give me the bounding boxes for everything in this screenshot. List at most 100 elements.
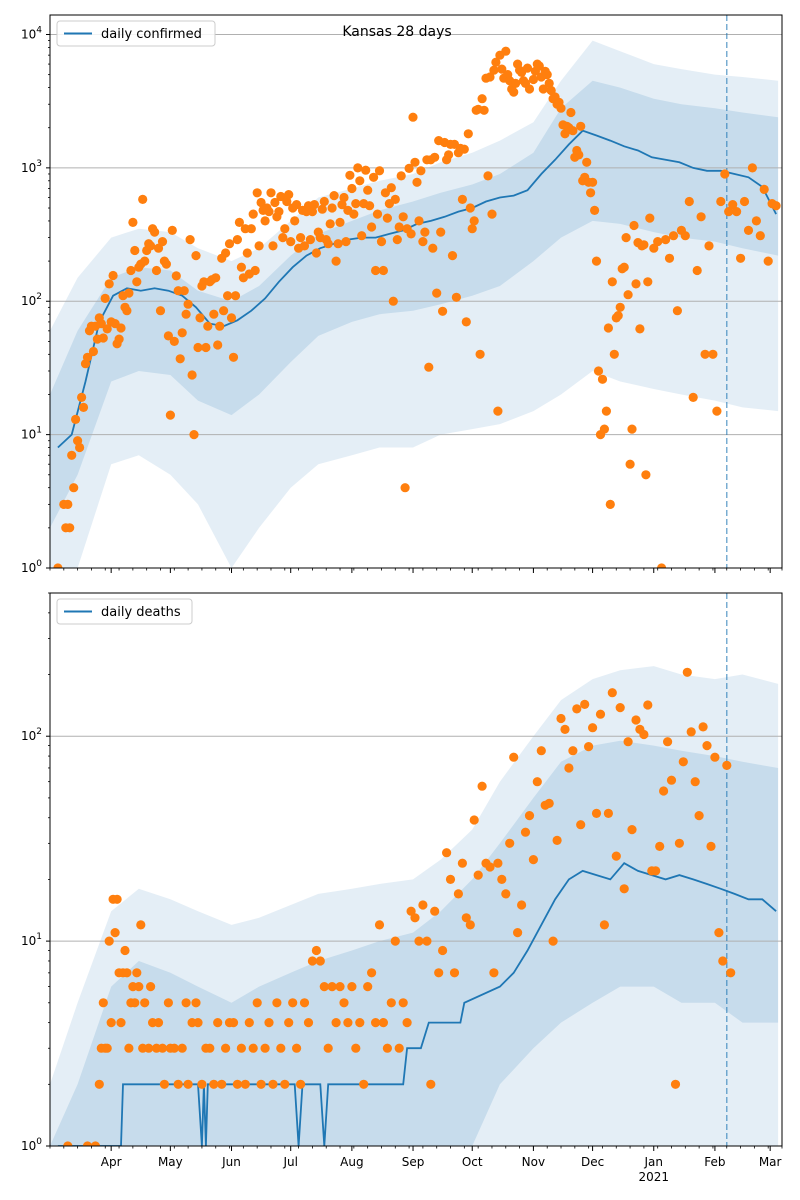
confirmed-data-point [268,241,278,251]
confirmed-data-point [593,366,604,376]
confirmed-data-point [635,324,645,334]
deaths-data-point [209,1079,219,1089]
confirmed-data-point [102,324,112,334]
confirmed-data-point [436,227,446,237]
deaths-data-point [584,742,594,752]
confirmed-data-point [668,231,679,241]
confirmed-data-point [771,201,781,211]
deaths-data-point [686,727,696,737]
deaths-data-point [489,968,499,978]
confirmed-data-point [256,197,266,208]
deaths-data-point [457,858,467,868]
confirmed-data-point [167,225,177,235]
confirmed-data-point [311,248,321,258]
confirmed-legend-label: daily confirmed [101,27,202,42]
deaths-data-point [252,998,262,1008]
deaths-data-point [90,1141,100,1146]
confirmed-data-point [763,256,773,266]
confirmed-data-point [461,317,471,327]
confirmed-data-point [657,563,667,568]
confirmed-data-point [191,251,201,261]
confirmed-data-point [209,309,219,319]
confirmed-data-point [406,229,416,239]
confirmed-data-point [177,328,187,338]
confirmed-inner-band [50,80,779,528]
confirmed-data-point [264,207,274,217]
confirmed-legend-box [56,20,216,47]
confirmed-data-point [469,216,479,226]
confirmed-data-point [599,424,610,434]
confirmed-data-point [382,213,392,223]
confirmed-data-point [280,224,290,234]
deaths-data-point [528,855,539,865]
confirmed-data-point [82,352,93,362]
confirmed-data-point [747,163,758,173]
deaths-data-point [315,956,325,966]
confirmed-data-point [534,61,544,71]
confirmed-data-point [290,216,300,226]
confirmed-data-point [483,171,493,181]
confirmed-data-point [613,311,623,321]
confirmed-data-point [181,309,191,319]
confirmed-data-point [371,265,381,276]
deaths-data-point [82,1141,93,1146]
confirmed-axes-frame [49,14,783,569]
deaths-data-point [469,815,479,825]
confirmed-data-point [386,183,396,193]
deaths-data-point [104,936,114,946]
deaths-data-point [244,1018,254,1028]
confirmed-data-point [743,225,754,235]
deaths-data-point [615,703,625,713]
confirmed-data-point [339,192,349,203]
confirmed-data-point [327,203,337,213]
confirmed-data-point [412,177,422,187]
confirmed-data-point [639,240,649,250]
confirmed-data-point [400,483,410,493]
confirmed-data-point [171,271,181,281]
deaths-data-point [163,998,173,1008]
confirmed-data-point [487,209,497,219]
deaths-data-point [288,998,298,1008]
confirmed-data-point [528,74,539,85]
deaths-data-point [694,811,704,821]
confirmed-data-point [175,354,185,364]
confirmed-data-point [270,197,280,208]
deaths-data-point [485,862,495,872]
confirmed-data-point [485,72,495,82]
confirmed-data-point [396,171,406,181]
confirmed-data-point [150,227,160,237]
confirmed-data-point [221,248,231,258]
deaths-data-point [639,729,649,740]
deaths-data-point [517,900,527,910]
confirmed-data-point [151,265,162,276]
confirmed-data-point [501,46,511,56]
deaths-data-point [116,1018,126,1028]
deaths-data-point [157,1043,168,1053]
deaths-data-point [449,968,460,978]
deaths-data-point [663,737,673,747]
confirmed-data-point [475,349,485,359]
deaths-data-point [623,737,633,747]
confirmed-data-point [736,253,746,263]
confirmed-data-point [615,302,625,312]
deaths-data-point [532,777,542,787]
confirmed-plot-area [50,15,782,568]
confirmed-data-point [317,204,327,214]
deaths-data-point [331,1018,341,1028]
deaths-data-point [706,841,716,852]
confirmed-data-point [544,78,554,88]
confirmed-data-point [292,200,302,210]
confirmed-data-point [165,410,175,420]
confirmed-data-point [392,235,402,245]
deaths-data-point [140,998,150,1008]
deaths-data-point [722,760,732,771]
deaths-data-point [674,838,685,848]
confirmed-data-point [489,65,499,75]
deaths-data-point [124,1043,134,1053]
deaths-legend-box [56,598,193,625]
confirmed-data-point [169,336,179,346]
confirmed-data-point [126,265,136,276]
confirmed-data-point [189,430,199,440]
deaths-data-point [659,786,669,796]
confirmed-data-point [347,183,357,194]
